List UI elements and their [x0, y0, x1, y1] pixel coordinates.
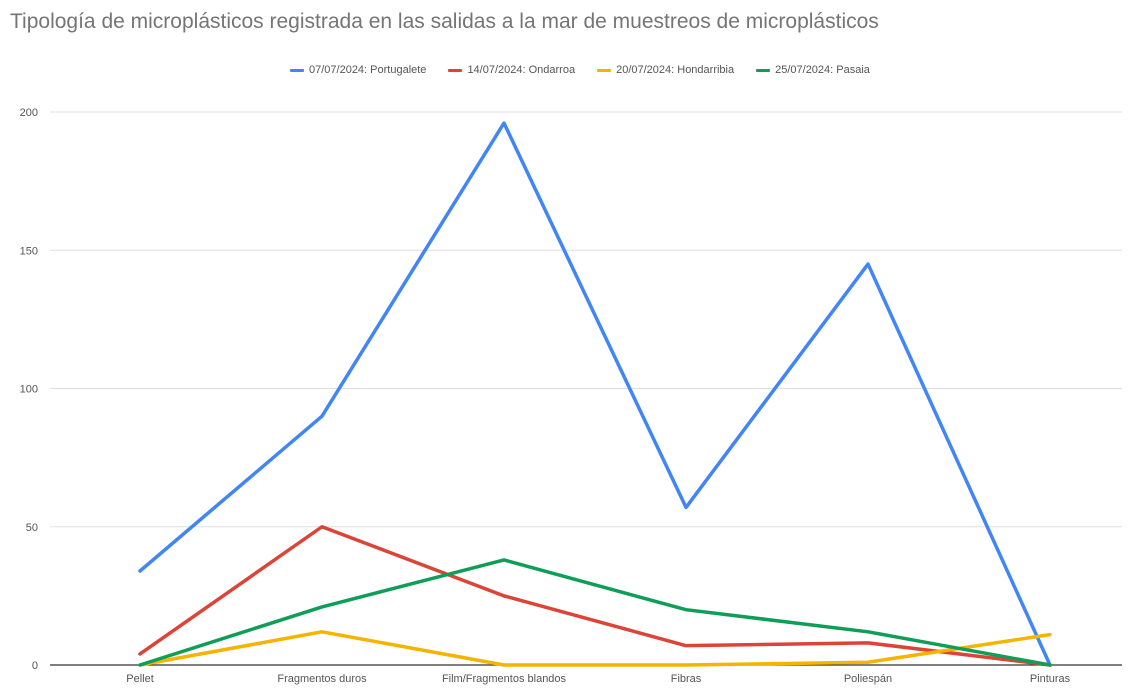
legend-item[interactable]: 14/07/2024: Ondarroa [448, 64, 575, 76]
legend-swatch [290, 68, 304, 72]
series-line [138, 121, 1052, 667]
y-tick-label: 200 [20, 107, 38, 119]
y-tick-label: 100 [20, 384, 38, 396]
y-tick-label: 50 [26, 522, 38, 534]
x-tick-label: Fragmentos duros [277, 673, 367, 685]
series-line [138, 630, 1052, 667]
legend-label: 14/07/2024: Ondarroa [467, 64, 576, 76]
x-tick-label: Poliespán [844, 673, 892, 685]
series-line [138, 558, 1052, 667]
legend-swatch [756, 68, 771, 72]
legend-item[interactable]: 07/07/2024: Portugalete [290, 64, 426, 76]
y-tick-label: 150 [20, 245, 38, 257]
legend-item[interactable]: 20/07/2024: Hondarribia [597, 64, 734, 76]
legend-item[interactable]: 25/07/2024: Pasaia [756, 64, 870, 76]
y-tick-label: 0 [32, 660, 38, 672]
legend-label: 07/07/2024: Portugalete [309, 64, 427, 76]
x-tick-label: Pellet [126, 673, 154, 685]
chart-title: Tipología de microplásticos registrada e… [10, 10, 879, 33]
x-tick-label: Pinturas [1030, 673, 1071, 685]
legend-swatch [597, 68, 612, 72]
legend-label: 20/07/2024: Hondarribia [616, 64, 735, 76]
legend-label: 25/07/2024: Pasaia [775, 64, 870, 76]
x-tick-label: Fibras [671, 673, 702, 685]
x-tick-label: Film/Fragmentos blandos [442, 673, 567, 685]
chart-legend: 07/07/2024: Portugalete 14/07/2024: Onda… [290, 64, 870, 76]
series-line [138, 525, 1052, 667]
legend-swatch [448, 68, 463, 72]
